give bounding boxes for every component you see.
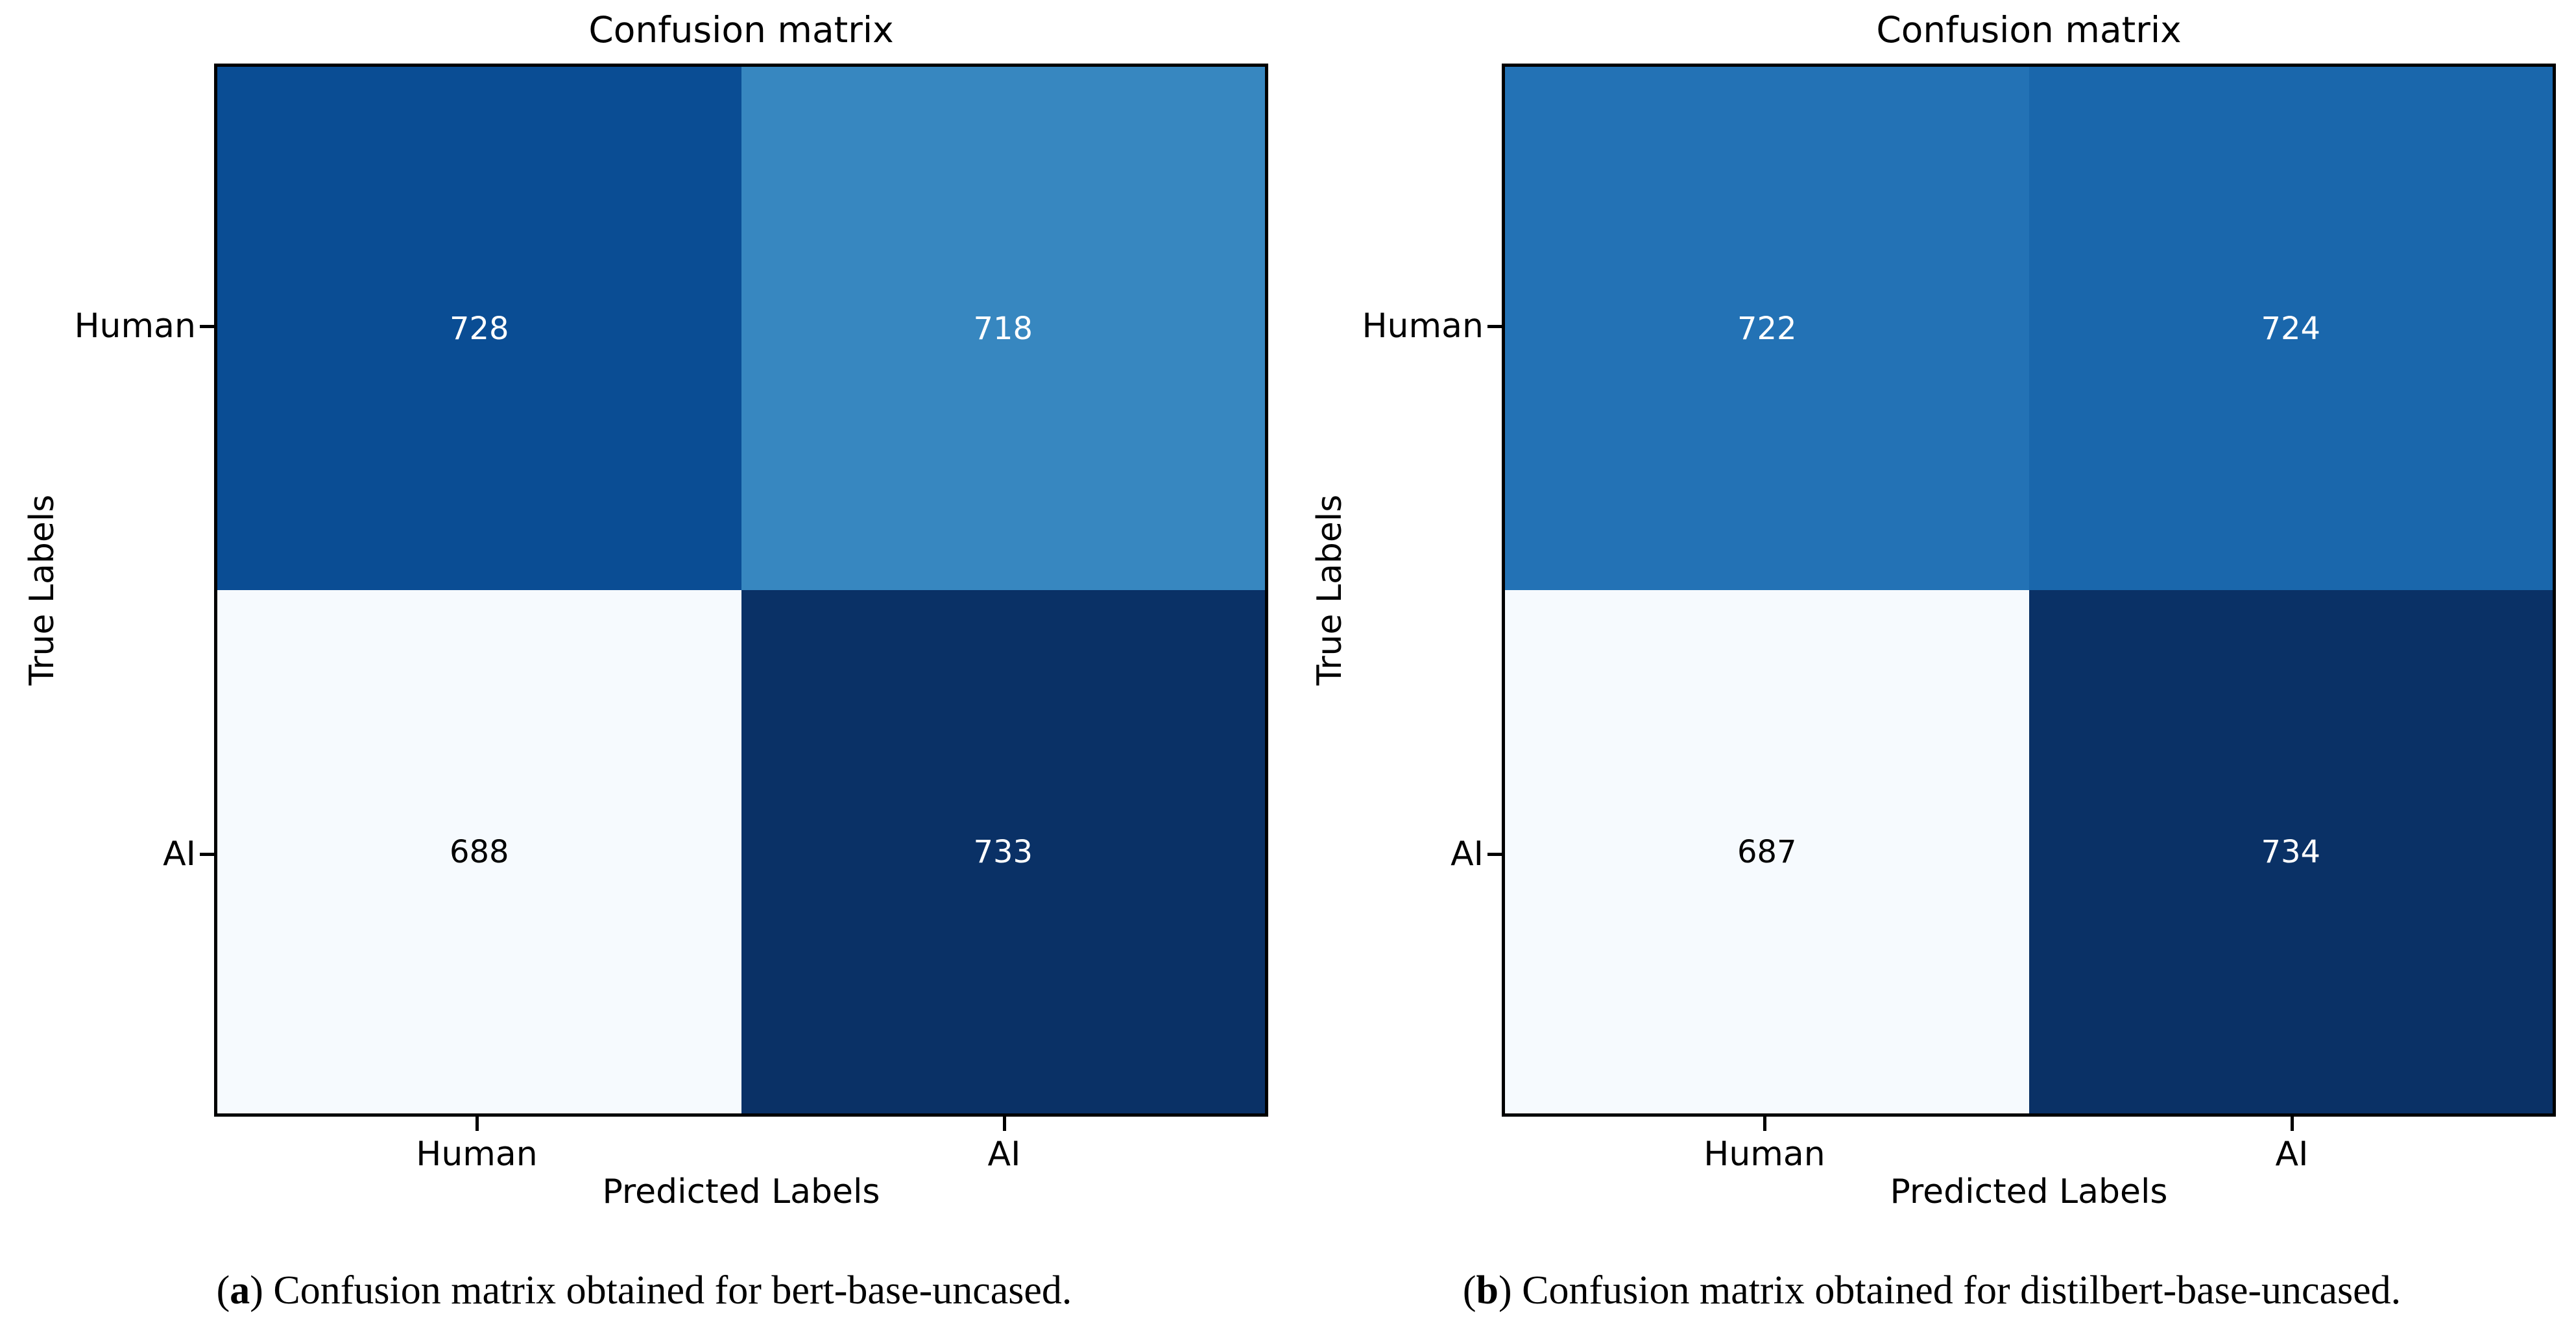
x-tick-mark xyxy=(1763,1117,1766,1131)
matrix-cell-true-human-pred-ai: 724 xyxy=(2028,67,2553,590)
matrix-cell-true-human-pred-human: 722 xyxy=(1505,67,2029,590)
matrix-cell-true-ai-pred-human: 688 xyxy=(217,590,741,1113)
x-tick-label-human: Human xyxy=(1703,1135,1825,1174)
y-tick-label-ai: AI xyxy=(163,835,196,873)
y-tick-label-human: Human xyxy=(74,307,196,346)
confusion-matrix-axes: 722 724 687 734 xyxy=(1502,64,2556,1117)
matrix-cell-true-ai-pred-human: 687 xyxy=(1505,590,2029,1113)
subfigure-caption-a: (a) Confusion matrix obtained for bert-b… xyxy=(0,1263,1288,1318)
x-tick-label-ai: AI xyxy=(2275,1135,2309,1174)
confusion-matrix-axes: 728 718 688 733 xyxy=(214,64,1268,1117)
x-tick-label-ai: AI xyxy=(987,1135,1021,1174)
x-tick-label-human: Human xyxy=(416,1135,538,1174)
x-axis-label: Predicted Labels xyxy=(602,1172,880,1211)
matrix-cell-true-human-pred-ai: 718 xyxy=(741,67,1265,590)
x-axis-label: Predicted Labels xyxy=(1890,1172,2168,1211)
subfigure-a: Confusion matrix True Labels Human AI 72… xyxy=(0,9,1288,1318)
subfigure-caption-b: (b) Confusion matrix obtained for distil… xyxy=(1288,1263,2576,1318)
y-axis-label: True Labels xyxy=(23,494,62,686)
plot-title: Confusion matrix xyxy=(588,9,894,51)
y-axis-label: True Labels xyxy=(1310,494,1349,686)
matrix-cell-true-ai-pred-ai: 734 xyxy=(2028,590,2553,1113)
y-tick-mark xyxy=(1487,853,1502,856)
y-tick-mark xyxy=(200,853,214,856)
subfigure-b: Confusion matrix True Labels Human AI 72… xyxy=(1288,0,2576,1330)
y-tick-label-ai: AI xyxy=(1451,835,1484,873)
x-tick-mark xyxy=(2291,1117,2294,1131)
x-tick-mark xyxy=(1003,1117,1006,1131)
matrix-cell-true-ai-pred-ai: 733 xyxy=(741,590,1265,1113)
caption-text: Confusion matrix obtained for bert-base-… xyxy=(263,1268,1072,1312)
caption-text: Confusion matrix obtained for distilbert… xyxy=(1511,1268,2401,1312)
plot-title: Confusion matrix xyxy=(1876,9,2182,51)
caption-label: (b) xyxy=(1462,1268,1512,1312)
y-tick-mark xyxy=(200,325,214,328)
caption-label: (a) xyxy=(216,1268,263,1312)
y-tick-label-human: Human xyxy=(1362,307,1484,346)
matrix-cell-true-human-pred-human: 728 xyxy=(217,67,741,590)
y-tick-mark xyxy=(1487,325,1502,328)
x-tick-mark xyxy=(475,1117,479,1131)
